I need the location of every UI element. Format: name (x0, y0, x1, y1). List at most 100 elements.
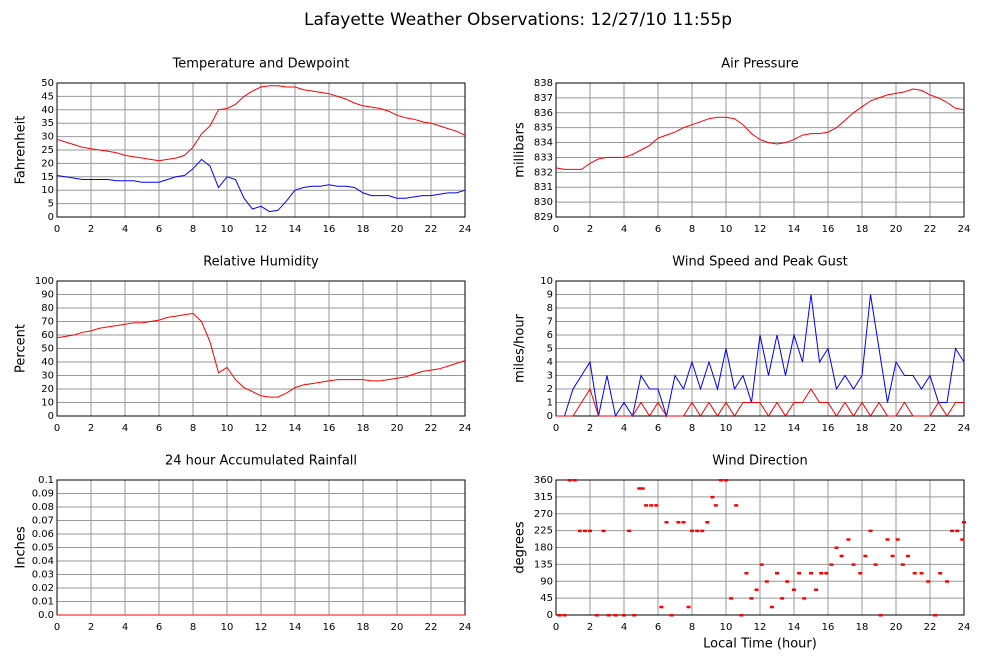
y-tick-label: 20 (41, 158, 54, 169)
x-tick-label: 18 (357, 224, 370, 235)
y-tick-label: 829 (534, 212, 553, 223)
y-tick-label: 10 (41, 185, 54, 196)
data-point (649, 504, 654, 507)
x-tick-label: 12 (255, 423, 268, 434)
y-axis-label: millibars (513, 122, 528, 178)
y-tick-label: 50 (41, 78, 54, 89)
data-point (594, 614, 599, 617)
data-point (785, 580, 790, 583)
x-tick-label: 14 (289, 622, 302, 633)
x-tick-label: 6 (655, 622, 661, 633)
data-point (905, 554, 910, 558)
y-tick-label: 50 (41, 344, 54, 355)
data-point (659, 605, 664, 609)
y-tick-label: 832 (534, 167, 553, 178)
y-tick-label: 0.04 (32, 556, 54, 567)
data-point (644, 504, 649, 507)
x-tick-label: 6 (655, 423, 661, 434)
data-point (627, 529, 632, 533)
y-tick-label: 10 (540, 276, 553, 287)
x-tick-label: 2 (88, 224, 94, 235)
y-tick-label: 835 (534, 123, 553, 134)
y-tick-label: 4 (547, 357, 553, 368)
data-point (868, 529, 873, 533)
data-point (577, 529, 582, 533)
x-tick-label: 16 (323, 423, 336, 434)
x-tick-label: 22 (924, 622, 937, 633)
y-tick-label: 0.0 (38, 610, 54, 621)
data-point (681, 521, 686, 524)
data-point (582, 529, 587, 533)
x-tick-label: 20 (391, 622, 404, 633)
data-point (729, 597, 734, 600)
data-point (690, 529, 694, 533)
data-point (567, 479, 572, 482)
y-tick-label: 40 (41, 105, 54, 116)
data-point (873, 563, 878, 566)
y-tick-label: 45 (41, 91, 54, 102)
data-point (919, 572, 924, 575)
y-tick-label: 9 (547, 290, 553, 301)
x-tick-label: 20 (890, 622, 903, 633)
y-axis-label: Fahrenheit (14, 116, 29, 185)
x-tick-label: 18 (357, 423, 370, 434)
plot-frame (555, 82, 965, 218)
data-point (637, 487, 642, 490)
data-point (933, 614, 938, 617)
x-tick-label: 14 (788, 224, 801, 235)
data-point (962, 521, 966, 524)
y-tick-label: 833 (534, 152, 553, 163)
x-tick-label: 4 (122, 423, 128, 434)
x-tick-label: 20 (391, 224, 404, 235)
data-point (780, 597, 785, 600)
data-point (749, 597, 754, 600)
data-point (705, 521, 710, 524)
x-tick-label: 6 (156, 622, 162, 633)
y-tick-label: 6 (547, 330, 553, 341)
data-point (912, 572, 917, 575)
chart-title: Air Pressure (721, 57, 799, 72)
y-tick-label: 836 (534, 108, 553, 119)
x-tick-label: 24 (459, 224, 472, 235)
y-tick-label: 25 (41, 145, 54, 156)
chart-title: Temperature and Dewpoint (172, 57, 350, 72)
data-line (556, 294, 965, 418)
data-point (851, 563, 856, 566)
x-tick-label: 12 (754, 423, 767, 434)
x-tick-label: 14 (289, 224, 302, 235)
data-point (588, 529, 592, 533)
y-tick-label: 40 (41, 357, 54, 368)
x-tick-label: 16 (822, 622, 835, 633)
y-axis-label: Inches (14, 526, 29, 568)
data-point (669, 614, 674, 617)
x-tick-label: 18 (856, 622, 869, 633)
y-tick-label: 60 (41, 330, 54, 341)
plot-frame (555, 280, 965, 417)
x-tick-label: 20 (890, 224, 903, 235)
y-tick-label: 3 (547, 371, 553, 382)
data-line (56, 158, 466, 213)
chart-title: Wind Speed and Peak Gust (672, 255, 847, 270)
x-tick-label: 22 (425, 224, 438, 235)
y-tick-label: 830 (534, 197, 553, 208)
y-tick-label: 837 (534, 93, 553, 104)
x-tick-label: 18 (856, 423, 869, 434)
plot-frame (56, 280, 466, 417)
x-tick-label: 24 (958, 224, 971, 235)
x-tick-label: 12 (255, 224, 268, 235)
y-tick-label: 30 (41, 132, 54, 143)
y-tick-label: 0.08 (32, 502, 54, 513)
x-tick-label: 16 (822, 224, 835, 235)
x-tick-label: 8 (190, 224, 196, 235)
plot-frame (56, 82, 466, 218)
chart-title: 24 hour Accumulated Rainfall (165, 454, 357, 469)
data-point (713, 504, 718, 507)
x-tick-label: 0 (54, 224, 60, 235)
y-tick-label: 90 (41, 290, 54, 301)
data-point (802, 597, 807, 600)
data-point (686, 605, 691, 609)
data-point (858, 572, 863, 575)
data-line (56, 85, 466, 162)
x-tick-label: 10 (720, 224, 733, 235)
